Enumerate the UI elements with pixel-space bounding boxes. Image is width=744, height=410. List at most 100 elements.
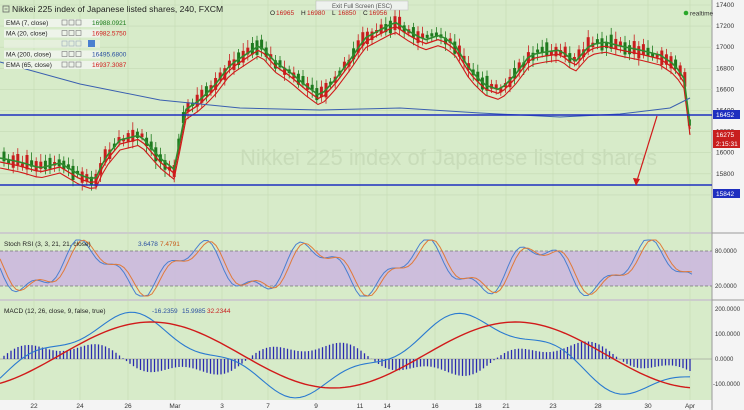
close-icon[interactable] [75, 19, 82, 26]
candle[interactable] [540, 39, 544, 58]
price-badge[interactable]: 2:15:31 [713, 139, 740, 148]
price-axis[interactable] [712, 0, 744, 410]
candle[interactable] [66, 157, 70, 177]
candle[interactable] [632, 34, 636, 60]
ma20-line[interactable] [0, 25, 691, 183]
exit-fullscreen-label: Exit Full Screen (ESC) [332, 4, 392, 10]
time-label: 3 [220, 403, 224, 410]
candle[interactable] [278, 56, 282, 71]
candle[interactable] [218, 67, 222, 84]
time-label: 21 [502, 403, 510, 410]
exit-fullscreen-button[interactable] [315, 0, 409, 11]
candle[interactable] [347, 54, 351, 73]
candle[interactable] [273, 55, 277, 73]
ohlc-key-h: H [301, 10, 306, 17]
candle[interactable] [48, 153, 52, 174]
candle[interactable] [522, 55, 526, 76]
settings-icon[interactable] [68, 30, 75, 36]
macd-value: -16.2359 [152, 308, 178, 315]
settings-icon[interactable] [68, 19, 75, 26]
settings-icon[interactable] [88, 40, 95, 47]
macd-signal-line[interactable] [0, 321, 691, 389]
macd-line[interactable] [0, 311, 691, 399]
candle[interactable] [545, 38, 549, 64]
candle[interactable] [549, 43, 553, 63]
candle[interactable] [342, 57, 346, 73]
ema7-line[interactable] [0, 21, 691, 180]
time-label: 22 [30, 403, 38, 410]
indicator-row-4[interactable]: EMA (65, close) 16937.3087 [4, 61, 127, 69]
candle[interactable] [30, 152, 34, 172]
macd-pane[interactable] [0, 301, 712, 400]
price-badge[interactable]: 16275 [713, 130, 740, 139]
candle[interactable] [301, 69, 305, 89]
indicator-row-2[interactable] [4, 40, 100, 48]
candle[interactable] [283, 60, 287, 81]
price-tick: 16000 [716, 150, 734, 157]
candle[interactable] [71, 159, 75, 187]
price-badge[interactable]: 15842 [713, 189, 740, 198]
close-icon[interactable] [75, 40, 82, 47]
candle[interactable] [531, 46, 535, 68]
candle[interactable] [370, 28, 374, 46]
eye-icon[interactable] [61, 30, 68, 36]
candle[interactable] [7, 154, 11, 170]
close-icon[interactable] [75, 30, 82, 36]
candle[interactable] [595, 33, 599, 50]
ema65-line[interactable] [0, 32, 691, 189]
ohlc-key-c: C [363, 10, 368, 17]
candle[interactable] [628, 40, 632, 61]
stoch-d-line[interactable] [0, 239, 693, 297]
candle[interactable] [11, 152, 15, 174]
candle[interactable] [499, 84, 503, 96]
candle[interactable] [655, 51, 659, 63]
candle[interactable] [168, 160, 172, 177]
close-icon[interactable] [75, 51, 82, 57]
collapse-icon[interactable] [2, 5, 10, 13]
price-badge-label: 2:15:31 [716, 141, 738, 148]
time-label: 7 [266, 403, 270, 410]
candle[interactable] [614, 31, 618, 55]
candle[interactable] [430, 29, 434, 43]
indicator-row-1[interactable]: MA (20, close) 16982.5750 [4, 29, 127, 38]
close-icon[interactable] [75, 61, 82, 68]
candle[interactable] [16, 148, 20, 171]
indicator-row-3[interactable]: MA (200, close) 16495.6800 [4, 50, 127, 59]
candle[interactable] [76, 166, 80, 179]
chart-title: Nikkei 225 index of Japanese listed shar… [12, 4, 223, 14]
settings-icon[interactable] [68, 61, 75, 68]
eye-icon[interactable] [61, 19, 68, 26]
candle[interactable] [513, 60, 517, 85]
ma200-line[interactable] [0, 61, 691, 118]
settings-icon[interactable] [68, 40, 75, 47]
eye-icon[interactable] [61, 51, 68, 57]
main-pane[interactable] [0, 0, 712, 232]
candle[interactable] [485, 70, 489, 97]
candle[interactable] [25, 149, 29, 176]
candle[interactable] [425, 30, 429, 43]
candle[interactable] [195, 87, 199, 113]
candle[interactable] [112, 138, 116, 151]
candle[interactable] [135, 128, 139, 146]
price-badge[interactable]: 16452 [713, 110, 740, 119]
candle[interactable] [319, 80, 323, 102]
candle[interactable] [39, 154, 43, 174]
candle[interactable] [356, 34, 360, 58]
candle[interactable] [444, 31, 448, 51]
candle[interactable] [94, 169, 98, 190]
candle[interactable] [434, 27, 438, 41]
candle[interactable] [131, 122, 135, 149]
ohlc-value-l: 16850 [338, 10, 356, 17]
eye-icon[interactable] [61, 61, 68, 68]
settings-icon[interactable] [68, 51, 75, 57]
eye-icon[interactable] [61, 40, 68, 47]
candle[interactable] [89, 170, 93, 191]
candle[interactable] [476, 64, 480, 89]
macd-hist-value: 32.2344 [207, 308, 231, 315]
time-axis[interactable] [0, 400, 712, 410]
realtime-label[interactable]: realtime [690, 11, 714, 18]
indicator-row-0[interactable]: EMA (7, close) 16988.0921 [4, 19, 127, 27]
candle[interactable] [398, 9, 402, 36]
candle[interactable] [554, 43, 558, 63]
